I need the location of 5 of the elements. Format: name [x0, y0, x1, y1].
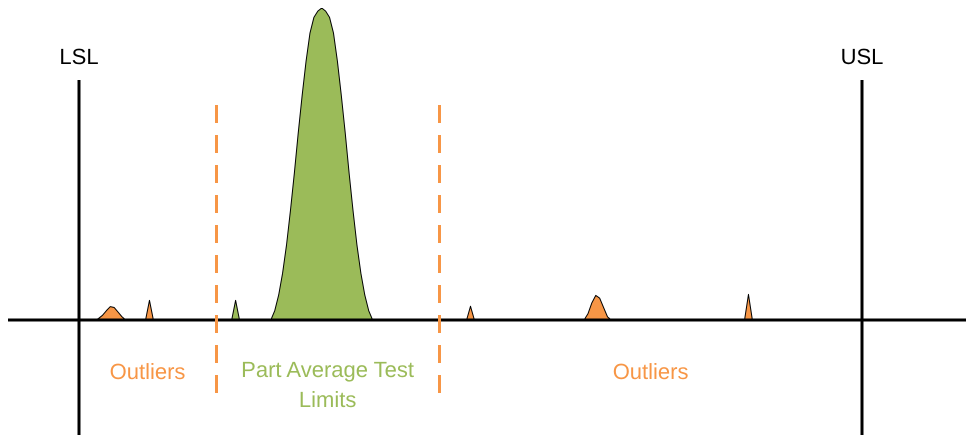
text: Part Average Test Limits — [241, 357, 414, 412]
text: Outliers — [612, 359, 688, 384]
x-tick-label: USL — [840, 44, 884, 70]
x-tick-label: LSL — [59, 44, 99, 70]
text: Outliers — [110, 359, 186, 384]
